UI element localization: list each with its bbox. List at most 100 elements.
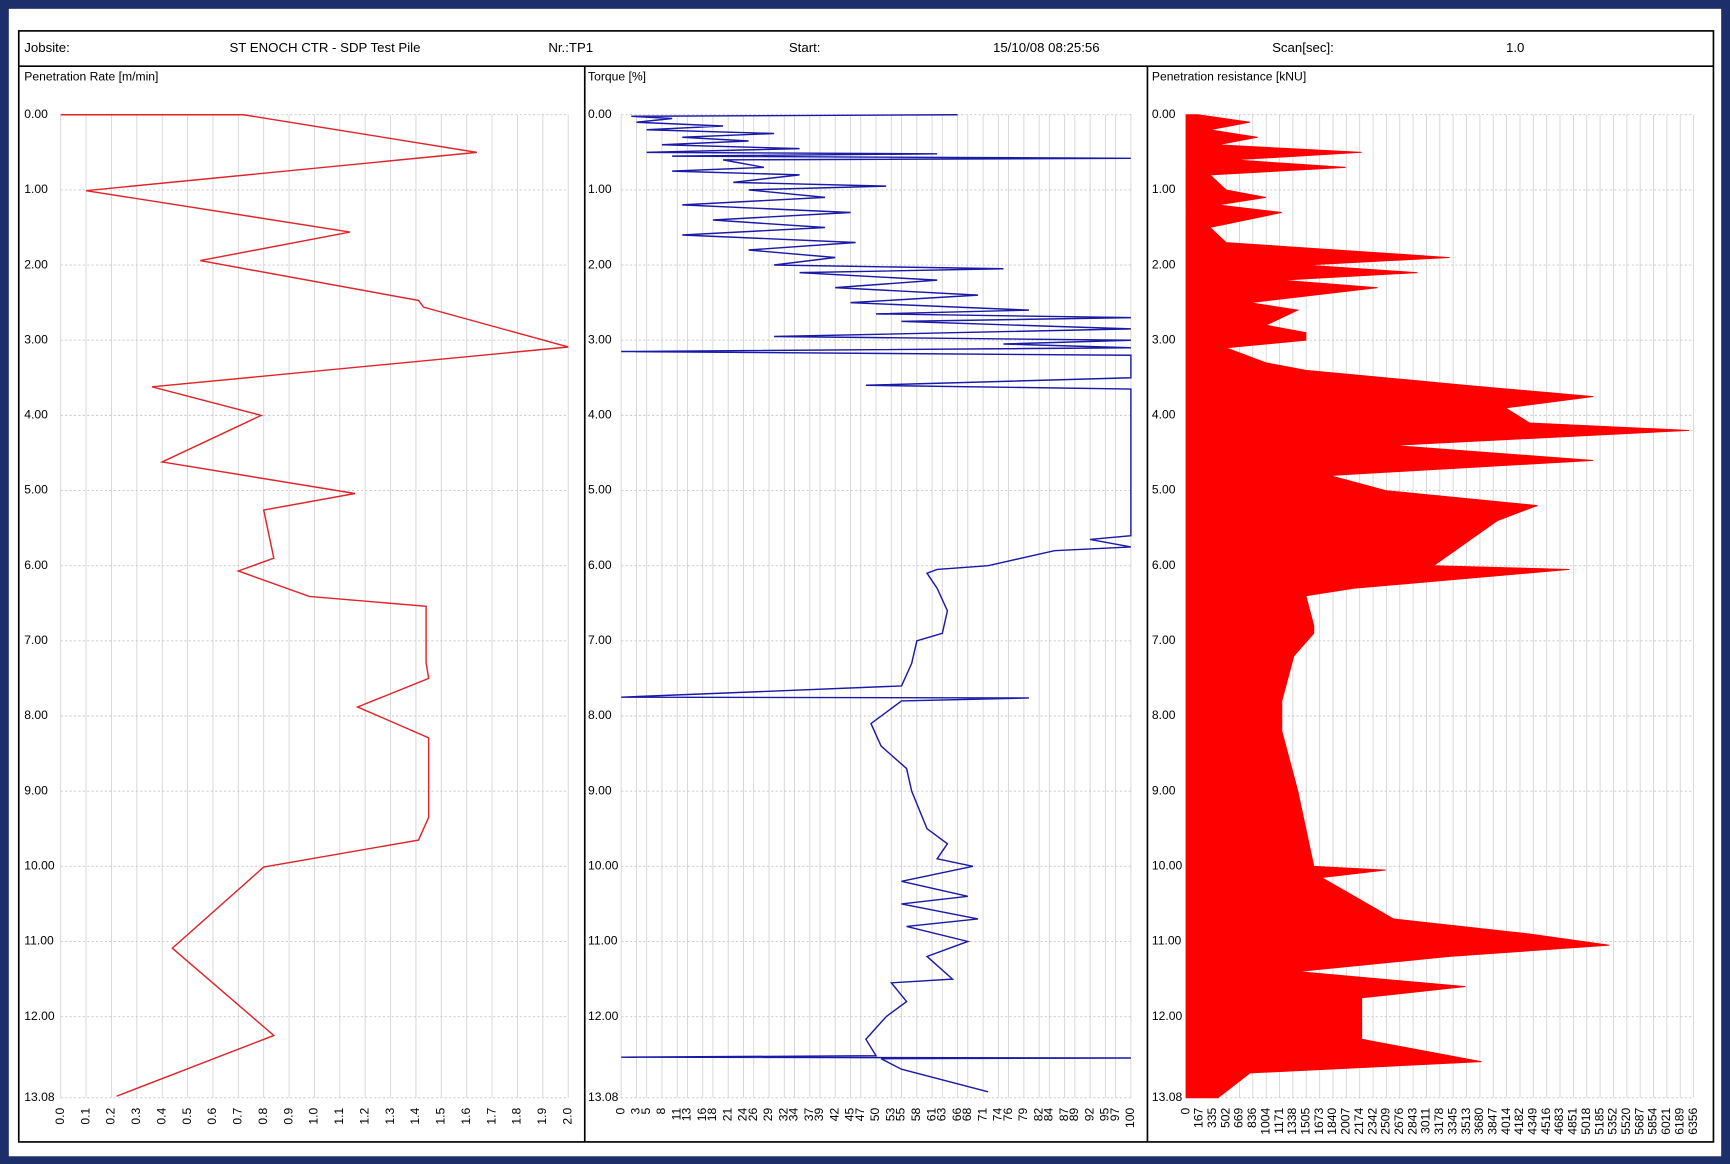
x-tick-label: 8	[654, 1107, 668, 1114]
x-tick-label: 4349	[1526, 1107, 1540, 1134]
x-tick-label: 37	[802, 1107, 816, 1121]
x-tick-label: 4516	[1539, 1107, 1553, 1134]
x-tick-label: 1.6	[459, 1107, 473, 1124]
x-tick-label: 100	[1123, 1107, 1137, 1127]
x-tick-label: 3	[629, 1107, 643, 1114]
x-tick-label: 24	[736, 1107, 750, 1121]
x-tick-label: 5352	[1606, 1107, 1620, 1134]
y-tick-label: 3.00	[24, 332, 48, 346]
x-tick-label: 1.9	[535, 1107, 549, 1124]
x-tick-label: 2174	[1352, 1107, 1366, 1134]
x-tick-label: 0.2	[104, 1107, 118, 1124]
x-tick-label: 84	[1042, 1107, 1056, 1121]
x-tick-label: 71	[975, 1107, 989, 1121]
x-tick-label: 2509	[1379, 1107, 1393, 1134]
x-tick-label: 3011	[1419, 1107, 1433, 1133]
x-tick-label: 0.8	[256, 1107, 270, 1124]
x-tick-label: 61	[924, 1107, 938, 1121]
y-tick-label: 4.00	[24, 408, 48, 422]
x-tick-label: 1.4	[408, 1107, 422, 1124]
y-tick-label: 2.00	[1152, 257, 1176, 271]
x-tick-label: 2676	[1392, 1107, 1406, 1134]
x-tick-label: 5	[639, 1107, 653, 1114]
y-tick-label: 4.00	[588, 408, 612, 422]
x-tick-label: 1505	[1298, 1107, 1312, 1134]
x-tick-label: 16	[695, 1107, 709, 1121]
x-tick-label: 502	[1218, 1107, 1232, 1127]
y-tick-label: 9.00	[24, 783, 48, 797]
x-tick-label: 836	[1245, 1107, 1259, 1127]
x-tick-label: 1.1	[332, 1107, 346, 1124]
x-tick-label: 32	[776, 1107, 790, 1121]
y-tick-label: 11.00	[1152, 934, 1182, 948]
x-tick-label: 34	[787, 1107, 801, 1121]
y-tick-label: 2.00	[588, 257, 612, 271]
y-tick-label: 3.00	[588, 332, 612, 346]
x-tick-label: 0	[1178, 1107, 1192, 1114]
y-tick-label: 13.08	[1152, 1090, 1183, 1104]
x-tick-label: 18	[705, 1107, 719, 1121]
y-tick-label: 10.00	[1152, 859, 1183, 873]
y-tick-label: 10.00	[24, 859, 55, 873]
x-tick-label: 1004	[1258, 1107, 1272, 1134]
x-tick-label: 39	[812, 1107, 826, 1121]
x-tick-label: 167	[1192, 1107, 1206, 1127]
header-value: 1.0	[1506, 40, 1524, 55]
y-tick-label: 4.00	[1152, 408, 1176, 422]
y-tick-label: 1.00	[588, 182, 612, 196]
panel-title: Torque [%]	[588, 69, 646, 83]
y-tick-label: 9.00	[588, 783, 612, 797]
x-tick-label: 4683	[1552, 1107, 1566, 1134]
y-tick-label: 1.00	[1152, 182, 1176, 196]
y-tick-label: 0.00	[588, 107, 612, 121]
header-label: Jobsite:	[24, 40, 70, 55]
x-tick-label: 0.0	[53, 1107, 67, 1124]
x-tick-label: 5520	[1619, 1107, 1633, 1134]
x-tick-label: 87	[1057, 1107, 1071, 1121]
y-tick-label: 5.00	[1152, 483, 1176, 497]
x-tick-label: 13	[680, 1107, 694, 1121]
y-tick-label: 8.00	[588, 708, 612, 722]
x-tick-label: 47	[853, 1107, 867, 1121]
y-tick-label: 8.00	[24, 708, 48, 722]
y-tick-label: 6.00	[588, 558, 612, 572]
y-tick-label: 10.00	[588, 859, 619, 873]
x-tick-label: 2342	[1365, 1107, 1379, 1134]
x-tick-label: 0.3	[129, 1107, 143, 1124]
x-tick-label: 0.6	[205, 1107, 219, 1124]
x-tick-label: 63	[935, 1107, 949, 1121]
x-tick-label: 6189	[1672, 1107, 1686, 1134]
x-tick-label: 1.7	[484, 1107, 498, 1124]
x-tick-label: 89	[1067, 1107, 1081, 1121]
x-tick-label: 2.0	[560, 1107, 574, 1124]
x-tick-label: 1673	[1312, 1107, 1326, 1134]
x-tick-label: 3847	[1485, 1107, 1499, 1134]
x-tick-label: 92	[1082, 1107, 1096, 1121]
header-label: Scan[sec]:	[1272, 40, 1334, 55]
x-tick-label: 5018	[1579, 1107, 1593, 1134]
y-tick-label: 0.00	[24, 107, 48, 121]
x-tick-label: 5185	[1592, 1107, 1606, 1134]
x-tick-label: 82	[1031, 1107, 1045, 1121]
x-tick-label: 0	[613, 1107, 627, 1114]
x-tick-label: 55	[894, 1107, 908, 1121]
header-value: ST ENOCH CTR - SDP Test Pile	[229, 40, 420, 55]
y-tick-label: 3.00	[1152, 332, 1176, 346]
x-tick-label: 29	[761, 1107, 775, 1121]
x-tick-label: 0.5	[180, 1107, 194, 1124]
header-value: Nr.:TP1	[548, 40, 593, 55]
x-tick-label: 21	[720, 1107, 734, 1121]
panel-title: Penetration Rate [m/min]	[24, 69, 158, 83]
y-tick-label: 7.00	[24, 633, 48, 647]
x-tick-label: 50	[868, 1107, 882, 1121]
y-tick-label: 5.00	[24, 483, 48, 497]
x-tick-label: 1.5	[434, 1107, 448, 1124]
x-tick-label: 0.1	[78, 1107, 92, 1124]
x-tick-label: 45	[843, 1107, 857, 1121]
y-tick-label: 5.00	[588, 483, 612, 497]
x-tick-label: 11	[669, 1107, 683, 1120]
header-label: Start:	[789, 40, 821, 55]
x-tick-label: 5687	[1632, 1107, 1646, 1134]
y-tick-label: 6.00	[1152, 558, 1176, 572]
